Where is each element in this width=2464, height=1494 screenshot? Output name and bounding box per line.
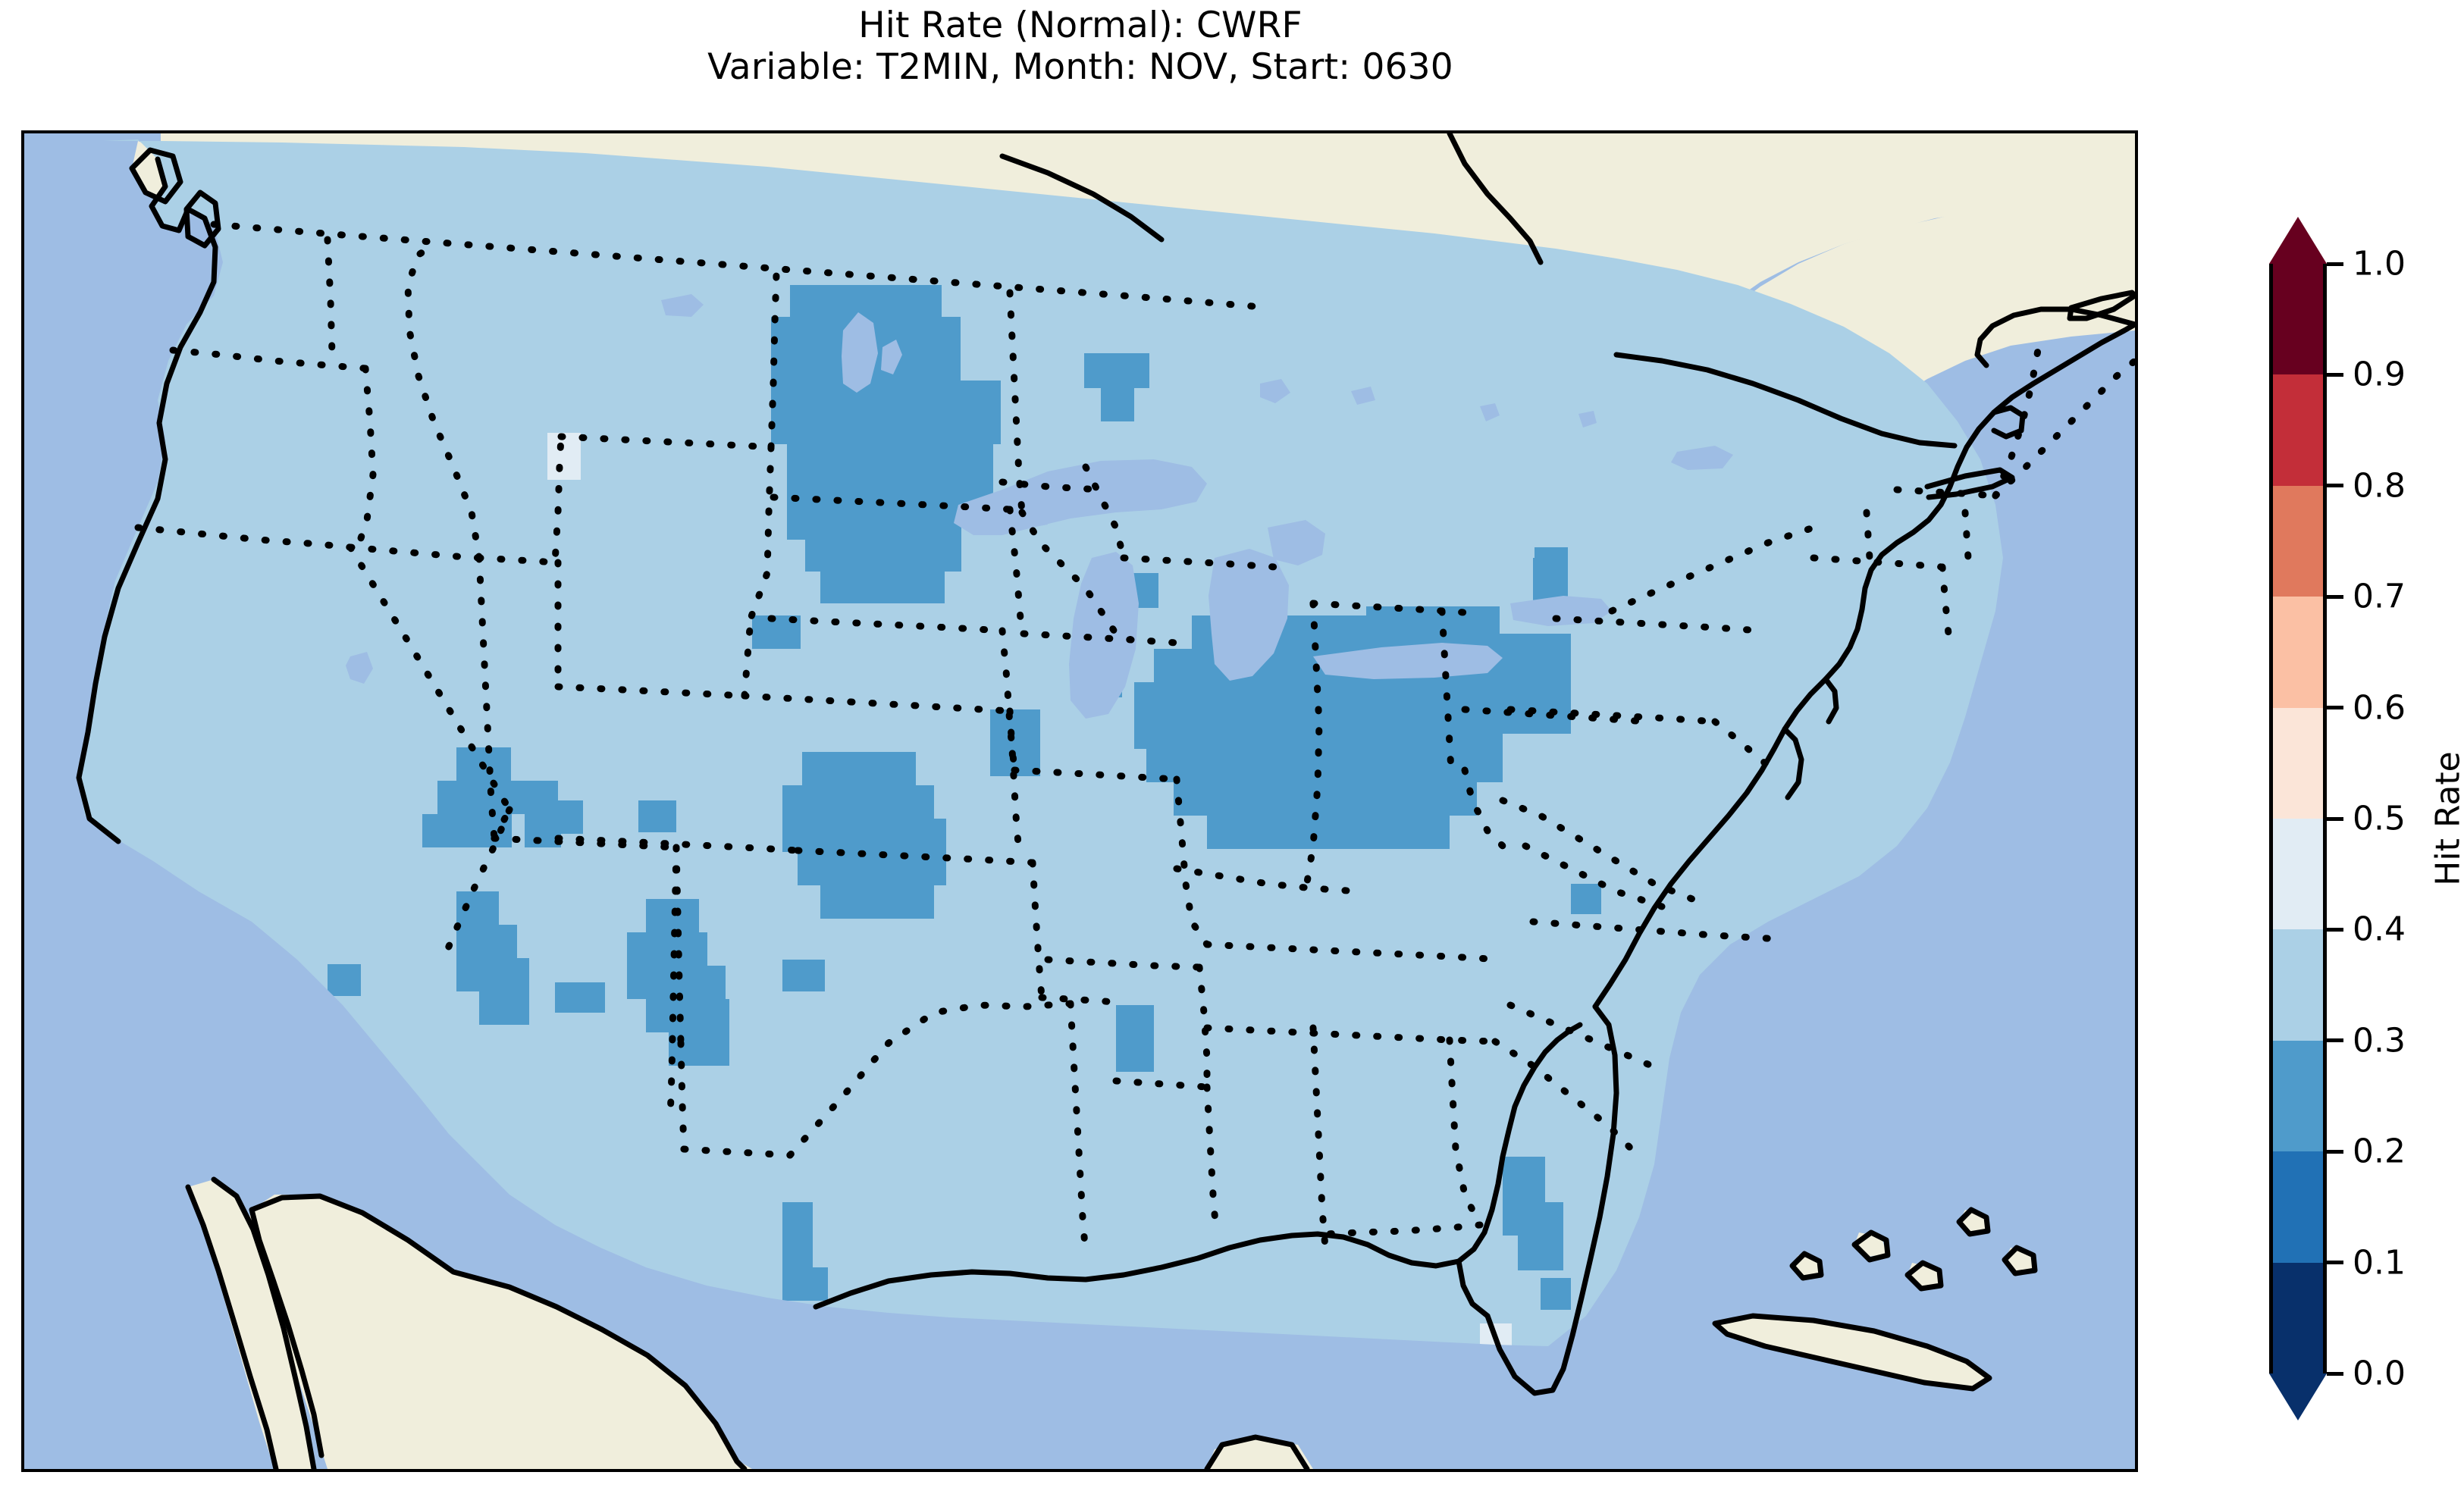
figure-title: Hit Rate (Normal): CWRF Variable: T2MIN,… (0, 5, 2161, 89)
colorbar-segment-5 (2269, 707, 2327, 819)
colorbar-tick-0.6 (2327, 706, 2343, 710)
colorbar-segment-8 (2269, 374, 2327, 486)
colorbar-tick-0.1 (2327, 1261, 2343, 1265)
colorbar-segment-9 (2269, 264, 2327, 375)
map-canvas (24, 133, 2135, 1469)
colorbar-tick-0.2 (2327, 1149, 2343, 1154)
colorbar-ticklabel-0.1: 0.1 (2353, 1243, 2406, 1283)
colorbar-tick-0.7 (2327, 594, 2343, 599)
colorbar-ticklabel-1.0: 1.0 (2353, 244, 2406, 283)
colorbar-tick-0.9 (2327, 372, 2343, 377)
colorbar-ticklabel-0.4: 0.4 (2353, 910, 2406, 949)
colorbar-ticklabel-0.8: 0.8 (2353, 466, 2406, 506)
colorbar-segment-4 (2269, 819, 2327, 930)
coastlines (76, 133, 2135, 1469)
colorbar-tick-1.0 (2327, 262, 2343, 266)
colorbar-tick-0.8 (2327, 484, 2343, 488)
colorbar-tick-0.4 (2327, 927, 2343, 932)
colorbar-ticklabel-0.6: 0.6 (2353, 688, 2406, 728)
colorbar-segment-2 (2269, 1040, 2327, 1152)
colorbar-ticklabel-0.9: 0.9 (2353, 355, 2406, 394)
colorbar-tick-0.3 (2327, 1038, 2343, 1043)
colorbar[interactable]: 0.0 0.1 0.2 0.3 0.4 0.5 0.6 0.7 0.8 0.9 1.0 Hit Ra… (2269, 213, 2464, 1424)
map-svg (24, 133, 2135, 1469)
data-cells-band-0.2-0.3 (328, 285, 1601, 1310)
colorbar-segment-7 (2269, 485, 2327, 597)
colorbar-tick-0.0 (2327, 1371, 2343, 1376)
colorbar-extend-arrow-low (2269, 1373, 2327, 1420)
colorbar-tick-0.5 (2327, 816, 2343, 821)
colorbar-ticklabel-0.5: 0.5 (2353, 799, 2406, 838)
colorbar-frame (2269, 264, 2327, 1373)
colorbar-ticklabel-0.7: 0.7 (2353, 577, 2406, 616)
colorbar-extend-arrow-high (2269, 217, 2327, 264)
map-axes[interactable] (21, 130, 2138, 1472)
colorbar-segment-3 (2269, 929, 2327, 1041)
colorbar-ticklabel-0.3: 0.3 (2353, 1021, 2406, 1060)
state-borders (134, 221, 2135, 1259)
colorbar-body (2269, 213, 2327, 1424)
colorbar-segment-1 (2269, 1151, 2327, 1263)
title-line-2: Variable: T2MIN, Month: NOV, Start: 0630 (707, 46, 1453, 89)
colorbar-label: Hit Rate (2428, 751, 2464, 886)
colorbar-ticklabel-0.2: 0.2 (2353, 1132, 2406, 1171)
colorbar-ticklabel-0.0: 0.0 (2353, 1354, 2406, 1393)
title-line-1: Hit Rate (Normal): CWRF (858, 5, 1303, 46)
colorbar-segment-0 (2269, 1262, 2327, 1373)
colorbar-segment-6 (2269, 597, 2327, 708)
